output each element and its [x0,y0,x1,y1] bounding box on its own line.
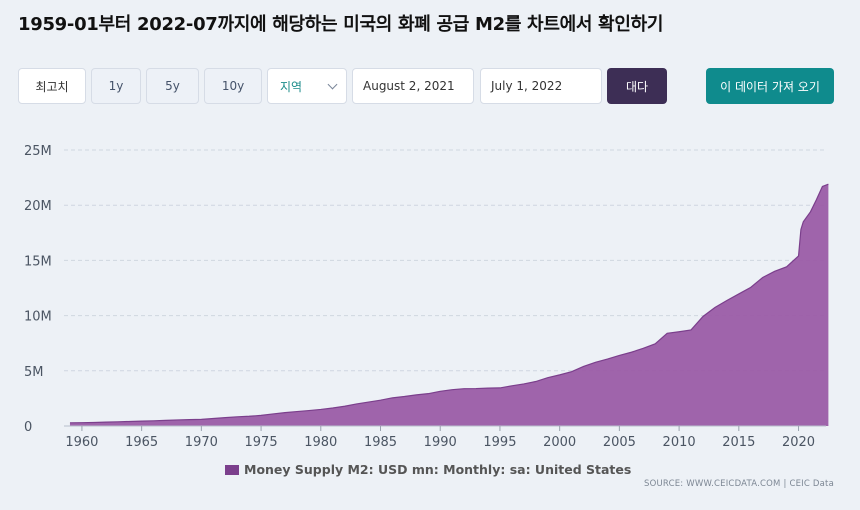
region-select[interactable]: 지역 [267,68,347,104]
x-tick-label: 1985 [364,435,397,450]
chevron-down-icon [327,79,338,89]
y-tick-label: 0 [24,420,32,435]
range-10y-button[interactable]: 10y [204,68,262,104]
x-tick-label: 2000 [543,435,576,450]
end-date-input[interactable]: July 1, 2022 [480,68,602,104]
start-date-input[interactable]: August 2, 2021 [352,68,474,104]
x-tick-label: 1965 [125,435,158,450]
y-tick-label: 10M [24,310,52,325]
series-area [69,184,829,426]
series-line [69,183,829,424]
x-tick-label: 1960 [65,435,98,450]
x-tick-label: 1995 [483,435,516,450]
y-tick-label: 20M [24,199,52,214]
x-tick-label: 2020 [782,435,815,450]
source-note: SOURCE: WWW.CEICDATA.COM | CEIC Data [644,479,834,489]
export-data-button[interactable]: 이 데이터 가져 오기 [706,68,834,104]
legend-label: Money Supply M2: USD mn: Monthly: sa: Un… [244,462,632,477]
x-tick-label: 1970 [185,435,218,450]
page-title: 1959-01부터 2022-07까지에 해당하는 미국의 화폐 공급 M2를 … [18,14,664,35]
x-tick-label: 2010 [663,435,696,450]
legend-swatch [225,464,239,475]
toolbar: 최고치 1y 5y 10y 지역 August 2, 2021 July 1, … [0,68,860,104]
y-tick-label: 15M [24,254,52,269]
range-1y-button[interactable]: 1y [91,68,141,104]
y-tick-label: 25M [24,144,52,159]
y-tick-label: 5M [24,365,44,380]
x-tick-label: 1975 [245,435,278,450]
x-tick-label: 1980 [304,435,337,450]
m2-area-chart: 0 5M 10M 15M 20M 25M 1960 1965 1970 1975 1980 1985 1… [24,144,829,450]
region-select-label: 지역 [280,79,303,94]
x-tick-label: 2015 [722,435,755,450]
apply-button[interactable]: 대다 [607,68,667,104]
x-tick-label: 1990 [424,435,457,450]
range-5y-button[interactable]: 5y [146,68,199,104]
chart-legend[interactable]: Money Supply M2: USD mn: Monthly: sa: Un… [225,462,631,477]
range-max-button[interactable]: 최고치 [18,68,86,104]
x-tick-label: 2005 [603,435,636,450]
